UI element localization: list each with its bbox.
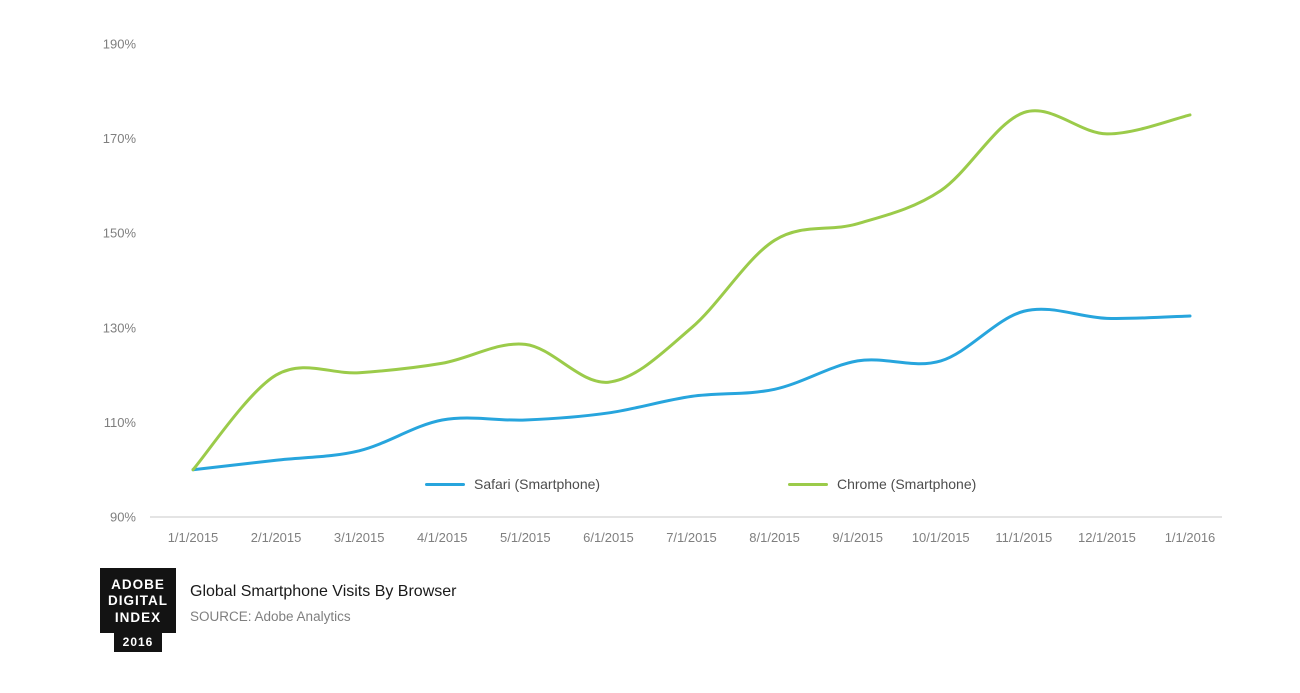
x-axis-label: 9/1/2015 [832, 530, 883, 545]
logo-year-badge: 2016 [114, 632, 162, 652]
series-line-safari [191, 307, 1192, 472]
chrome-line-swatch-icon [788, 482, 828, 486]
y-axis-label: 150% [103, 226, 137, 241]
x-axis-label: 11/1/2015 [995, 530, 1052, 545]
chart-title: Global Smartphone Visits By Browser [190, 583, 457, 600]
logo-line-digital: DIGITAL [108, 593, 168, 609]
y-axis-label: 90% [110, 510, 136, 525]
legend-label-safari: Safari (Smartphone) [474, 476, 601, 492]
logo-line-index: INDEX [114, 609, 162, 625]
x-axis-label: 8/1/2015 [749, 530, 800, 545]
x-axis-label: 4/1/2015 [417, 530, 468, 545]
y-axis-label: 190% [103, 37, 137, 52]
adobe-digital-index-logo: ADOBE DIGITAL INDEX [100, 568, 176, 634]
x-axis-label: 6/1/2015 [583, 530, 634, 545]
series-line-chrome [191, 109, 1192, 472]
legend-item-safari: Safari (Smartphone) [425, 475, 600, 493]
chart-source: SOURCE: Adobe Analytics [190, 609, 351, 624]
y-axis-label: 130% [103, 320, 137, 335]
x-axis-label: 3/1/2015 [334, 530, 385, 545]
legend-item-chrome: Chrome (Smartphone) [788, 475, 976, 493]
x-axis-label: 10/1/2015 [912, 530, 970, 545]
x-axis-label: 1/1/2016 [1165, 530, 1216, 545]
y-axis-label: 110% [104, 415, 137, 430]
logo-line-adobe: ADOBE [111, 577, 165, 592]
line-chart: 190% 170% 150% 130% 110% 90% 1/1/2015 2/1/2015 3… [103, 37, 1222, 545]
x-axis-label: 5/1/2015 [500, 530, 551, 545]
x-axis-label: 7/1/2015 [666, 530, 717, 545]
x-axis-label: 12/1/2015 [1078, 530, 1136, 545]
safari-line-swatch-icon [425, 482, 465, 486]
x-axis-label: 1/1/2015 [168, 530, 219, 545]
y-axis-label: 170% [103, 131, 137, 146]
x-axis-label: 2/1/2015 [251, 530, 302, 545]
legend-label-chrome: Chrome (Smartphone) [837, 476, 977, 492]
